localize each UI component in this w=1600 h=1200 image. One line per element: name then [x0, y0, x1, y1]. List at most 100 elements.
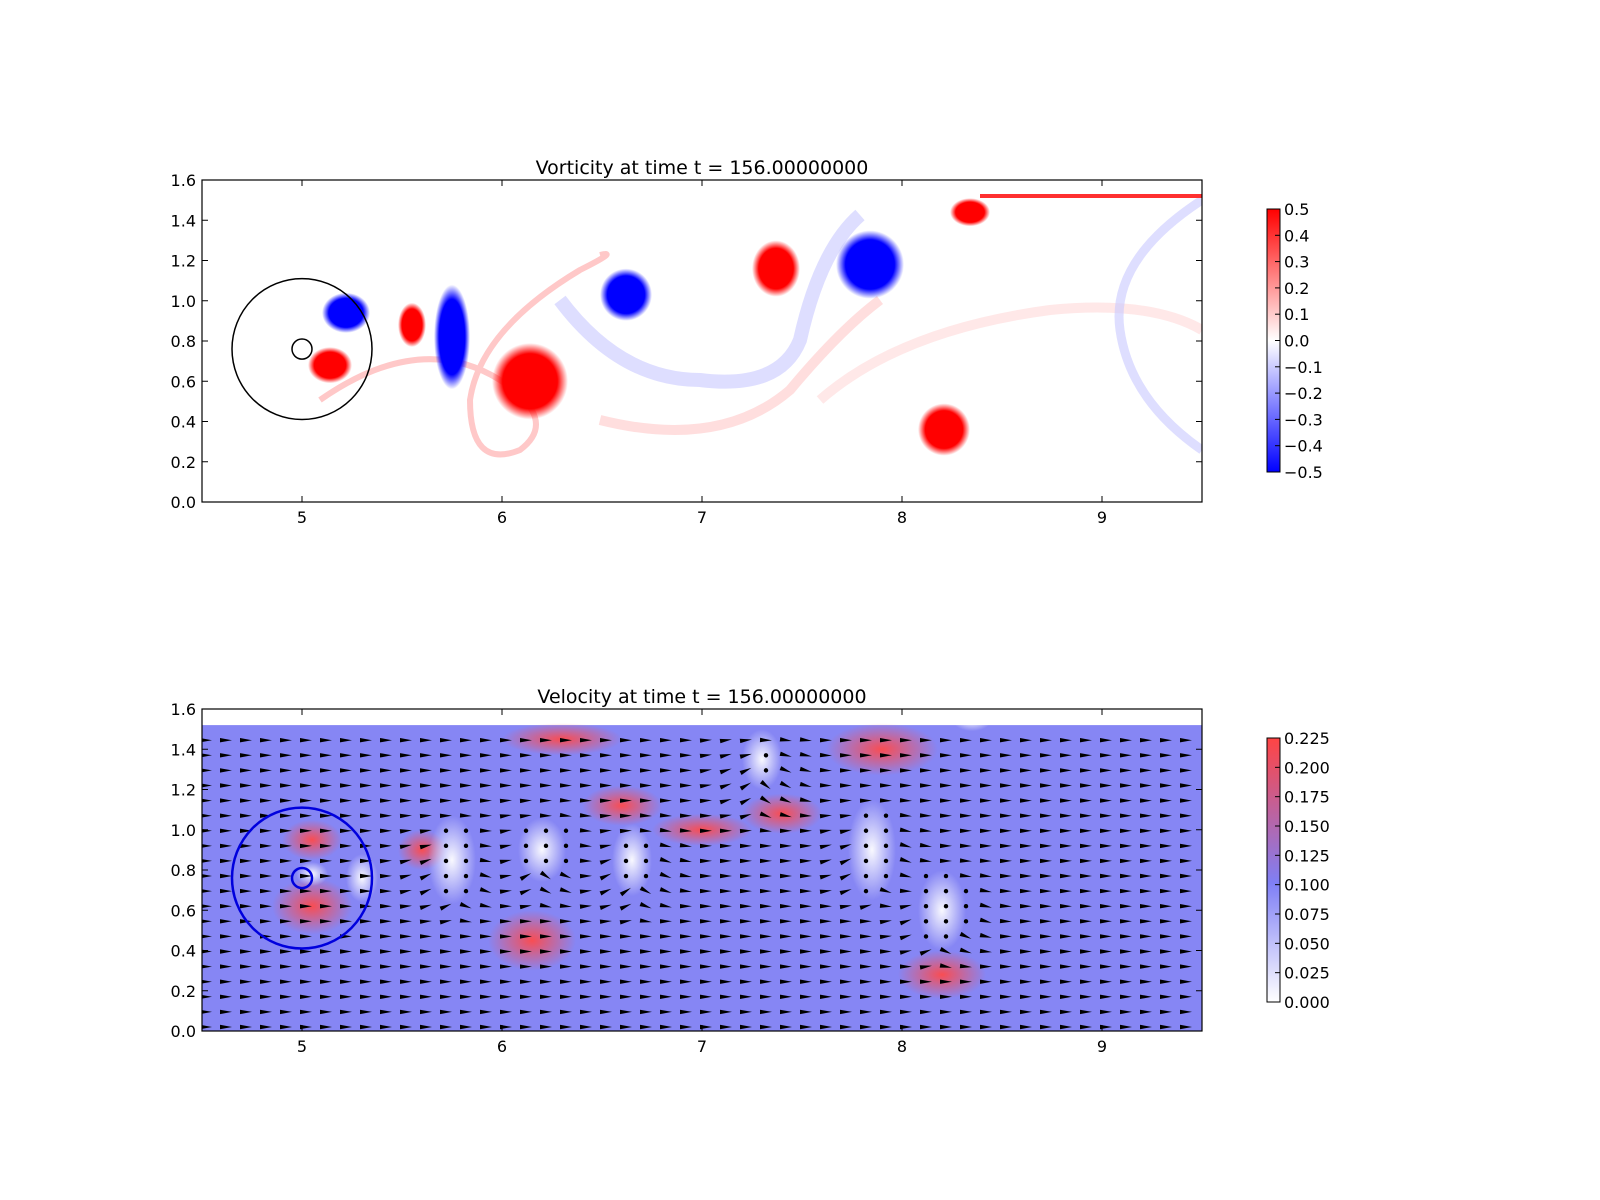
quiver-arrow	[380, 994, 392, 999]
quiver-arrow	[680, 813, 692, 818]
quiver-arrow	[280, 798, 292, 803]
quiver-arrow	[1000, 1024, 1012, 1030]
quiver-arrow	[1100, 934, 1112, 939]
quiver-arrow	[779, 780, 792, 789]
quiver-arrow	[719, 814, 732, 819]
quiver-dot	[883, 873, 889, 879]
quiver-arrow	[479, 857, 492, 863]
quiver-arrow	[280, 858, 292, 864]
quiver-arrow	[800, 964, 812, 969]
quiver-arrow	[1160, 768, 1172, 773]
quiver-arrow	[280, 753, 292, 758]
vorticity-circles	[231, 277, 373, 421]
quiver-arrow	[1180, 798, 1192, 803]
quiver-arrow	[660, 768, 672, 773]
quiver-arrow	[300, 798, 312, 803]
vorticity-plot-background	[202, 180, 1202, 502]
positive-vortex	[752, 240, 800, 297]
y-tick-label: 0.0	[171, 1022, 196, 1041]
quiver-arrow	[1040, 1009, 1052, 1015]
quiver-arrow	[419, 858, 432, 866]
quiver-arrow	[1000, 934, 1012, 939]
quiver-arrow	[202, 753, 212, 758]
quiver-arrow	[960, 994, 972, 999]
quiver-arrow	[420, 979, 432, 984]
quiver-arrow	[860, 738, 872, 743]
quiver-arrow	[980, 783, 992, 788]
quiver-arrow	[320, 964, 332, 969]
quiver-arrow	[459, 918, 472, 923]
quiver-arrow	[580, 949, 592, 954]
quiver-arrow	[1080, 858, 1092, 864]
quiver-arrow	[220, 1009, 232, 1015]
quiver-arrow	[1140, 919, 1152, 924]
quiver-arrow	[400, 949, 412, 954]
quiver-arrow	[280, 979, 292, 984]
quiver-arrow	[320, 768, 332, 773]
quiver-arrow	[340, 1009, 352, 1015]
quiver-arrow	[539, 870, 551, 880]
quiver-dot	[623, 873, 629, 879]
quiver-arrow	[659, 902, 672, 908]
quiver-arrow	[660, 934, 672, 939]
quiver-arrow	[1020, 768, 1032, 773]
quiver-arrow	[819, 844, 832, 850]
quiver-arrow	[780, 1009, 792, 1015]
quiver-arrow	[519, 814, 532, 819]
quiver-dot	[623, 843, 629, 849]
y-tick-label: 1.4	[171, 740, 196, 759]
quiver-arrow	[240, 873, 252, 879]
quiver-arrow	[579, 904, 592, 909]
quiver-arrow	[500, 904, 512, 909]
quiver-arrow	[399, 829, 412, 834]
quiver-arrow	[980, 813, 992, 818]
quiver-dot	[443, 843, 449, 849]
quiver-arrow	[420, 1009, 432, 1015]
quiver-arrow	[920, 979, 932, 984]
quiver-arrow	[1080, 1024, 1092, 1030]
quiver-arrow	[900, 1024, 912, 1030]
quiver-arrow	[559, 871, 572, 879]
quiver-arrow	[1000, 798, 1012, 803]
quiver-arrow	[520, 753, 532, 758]
quiver-arrow	[520, 1024, 532, 1030]
quiver-arrow	[620, 934, 632, 939]
colorbar-tick-label: 0.200	[1284, 758, 1330, 777]
quiver-arrow	[540, 964, 552, 969]
velocity-colorbar-ticks: 0.225 0.200 0.175 0.150 0.125 0.100 0.075 0.050…	[1275, 729, 1330, 1012]
quiver-dot	[943, 919, 949, 924]
quiver-arrow	[700, 1024, 712, 1030]
quiver-arrow	[479, 828, 492, 833]
quiver-arrow	[619, 920, 632, 925]
quiver-arrow	[940, 1024, 952, 1030]
quiver-arrow	[819, 783, 832, 788]
quiver-arrow	[1140, 949, 1152, 954]
quiver-arrow	[579, 858, 592, 863]
quiver-arrow	[1100, 949, 1112, 954]
quiver-arrow	[1180, 949, 1192, 954]
quiver-arrow	[780, 919, 792, 924]
quiver-dot	[883, 843, 889, 849]
quiver-arrow	[1020, 753, 1032, 758]
quiver-arrow	[580, 919, 592, 924]
quiver-arrow	[579, 843, 592, 848]
quiver-arrow	[599, 873, 612, 881]
quiver-arrow	[499, 889, 512, 894]
quiver-arrow	[220, 858, 232, 864]
quiver-arrow	[660, 738, 672, 743]
quiver-arrow	[1060, 858, 1072, 864]
quiver-arrow	[1140, 768, 1152, 773]
quiver-arrow	[380, 919, 392, 924]
quiver-arrow	[760, 994, 772, 999]
quiver-arrow	[679, 888, 692, 893]
quiver-arrow	[640, 994, 652, 999]
quiver-arrow	[679, 872, 692, 878]
quiver-arrow	[260, 768, 272, 773]
quiver-arrow	[519, 798, 532, 804]
quiver-arrow	[300, 768, 312, 773]
quiver-arrow	[980, 843, 992, 849]
quiver-dot	[863, 858, 869, 864]
quiver-dot	[863, 873, 869, 879]
quiver-arrow	[360, 888, 372, 894]
